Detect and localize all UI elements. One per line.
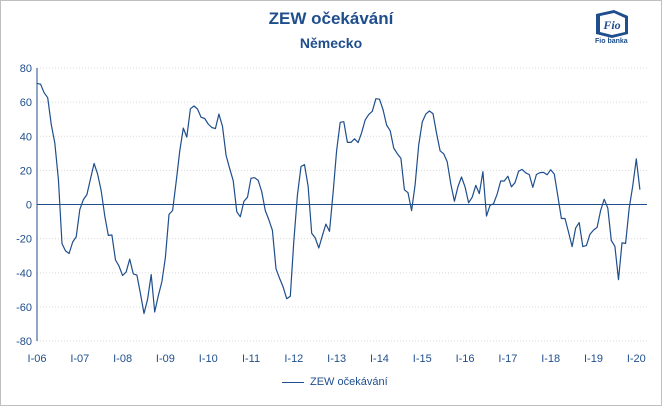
x-tick-label: I-09: [156, 353, 175, 365]
y-tick-label: -20: [16, 234, 32, 246]
x-tick-label: I-16: [456, 353, 475, 365]
x-tick-label: I-13: [327, 353, 346, 365]
y-tick-label: 80: [20, 63, 32, 75]
x-tick-label: I-18: [541, 353, 560, 365]
legend-label: ZEW očekávání: [310, 376, 388, 388]
x-tick-label: I-14: [370, 353, 389, 365]
x-tick-label: I-20: [627, 353, 646, 365]
x-tick-label: I-17: [498, 353, 517, 365]
y-tick-label: -80: [16, 336, 32, 348]
chart-legend: ZEW očekávání: [282, 376, 388, 388]
y-tick-label: 20: [20, 165, 32, 177]
y-tick-label: -40: [16, 268, 32, 280]
logo-text: Fio banka: [595, 38, 628, 45]
x-tick-label: I-19: [584, 353, 603, 365]
series-line-zew: [36, 82, 641, 315]
x-tick-label: I-11: [242, 353, 260, 365]
svg-text:Fio: Fio: [602, 18, 620, 32]
x-tick-label: I-06: [28, 353, 47, 365]
x-tick-label: I-12: [284, 353, 303, 365]
y-tick-label: 0: [26, 200, 32, 212]
x-tick-label: I-08: [113, 353, 132, 365]
y-tick-label: -60: [16, 302, 32, 314]
chart-subtitle: Německo: [299, 35, 363, 51]
x-tick-label: I-07: [70, 353, 89, 365]
x-tick-label: I-10: [199, 353, 218, 365]
y-tick-label: 60: [20, 97, 32, 109]
fio-logo-icon: Fio: [596, 10, 628, 38]
chart-title: ZEW očekávání: [268, 9, 394, 28]
y-tick-label: 40: [20, 131, 32, 143]
x-tick-label: I-15: [413, 353, 432, 365]
legend-swatch: [282, 381, 304, 383]
